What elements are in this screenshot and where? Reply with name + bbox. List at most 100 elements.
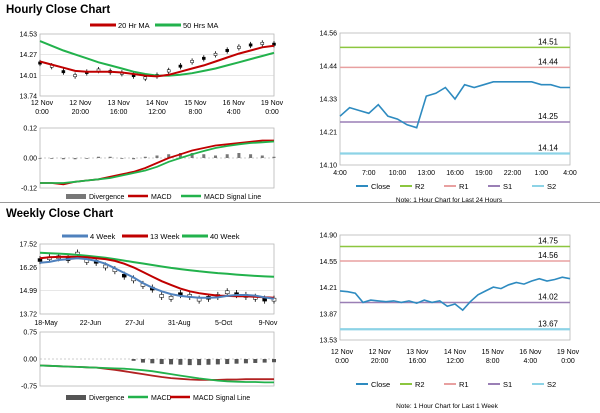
weekly-right-levels: 14.75 14.56 14.02 13.67 xyxy=(340,236,570,331)
candle-body xyxy=(224,290,230,294)
level-label-s1: 14.25 xyxy=(538,112,559,121)
candle-body xyxy=(178,64,183,68)
hourly-right-xtick: 13:00 xyxy=(417,170,435,177)
legend-label-macd: MACD xyxy=(151,194,172,201)
candle-body xyxy=(166,69,171,73)
hourly-right-xtick: 22:00 xyxy=(504,170,522,177)
weekly-right-xtick-top: 19 Nov xyxy=(557,349,580,356)
candle-body xyxy=(85,71,89,74)
weekly-price-lines xyxy=(39,251,275,300)
candle-body xyxy=(178,292,183,296)
weekly-xtick: 9-Nov xyxy=(259,320,278,327)
candle-body xyxy=(84,259,90,263)
hourly-right-xticks: 4:00 7:00 10:00 13:00 16:00 19:00 22:00 1:00 4:0… xyxy=(333,170,577,177)
divergence-bar xyxy=(225,359,230,365)
weekly-right-xtick-top: 13 Nov xyxy=(406,349,429,356)
candle-body xyxy=(38,61,42,65)
level-label-r1: 14.56 xyxy=(538,251,559,260)
weekly-right-xtick-bottom: 8:00 xyxy=(486,358,500,365)
hourly-macd-ytick-1: 0.00 xyxy=(23,156,37,163)
hourly-macd-frame xyxy=(39,127,275,189)
divergence-bar xyxy=(61,158,65,160)
candle-body xyxy=(190,60,194,63)
weekly-price-grid xyxy=(40,267,274,291)
candle-body xyxy=(271,297,277,302)
divergence-bar xyxy=(167,154,171,158)
hourly-macd-legend: Divergence MACD MACD Signal Line xyxy=(66,194,261,201)
candle-body xyxy=(61,70,66,74)
hr-ytick-3: 14.21 xyxy=(319,130,337,137)
legend-label-macd-signal: MACD Signal Line xyxy=(193,395,250,402)
weekly-right-xtick-bottom: 4:00 xyxy=(524,358,538,365)
legend-label-macd-signal: MACD Signal Line xyxy=(204,194,261,201)
candle-body xyxy=(73,74,77,78)
weekly-right-xtick-top: 16 Nov xyxy=(519,349,542,356)
series-4week xyxy=(39,257,275,300)
hourly-right-xtick: 10:00 xyxy=(389,170,407,177)
candle-body xyxy=(65,257,71,261)
weekly-xtick: 22-Jun xyxy=(80,320,102,327)
hourly-xtick-top: 14 Nov xyxy=(146,100,169,107)
series-macd-signal xyxy=(40,140,275,184)
legend-swatch-divergence xyxy=(66,194,86,199)
level-label-s2: 14.14 xyxy=(538,144,559,153)
candle-body xyxy=(168,296,174,300)
hr-ytick-4: 14.10 xyxy=(319,163,337,170)
wr-ytick-1: 14.55 xyxy=(319,259,337,266)
weekly-macd-legend: Divergence MACD MACD Signal Line xyxy=(66,395,250,402)
weekly-right-legend: Close R2 R1 S1 S2 xyxy=(356,380,556,389)
weekly-price-ytick-1: 16.26 xyxy=(19,265,37,272)
divergence-bar xyxy=(234,359,239,364)
candle-body xyxy=(155,74,159,78)
candle-body xyxy=(112,268,118,272)
hourly-xtick-top: 19 Nov xyxy=(261,100,284,107)
weekly-right-frame xyxy=(339,234,571,341)
candle-body xyxy=(49,64,54,68)
divergence-bar xyxy=(132,158,136,160)
divergence-bar xyxy=(197,359,202,366)
series-macd-signal xyxy=(39,364,274,384)
hourly-macd-lines xyxy=(40,139,275,186)
candle-body xyxy=(47,256,52,260)
divergence-bar xyxy=(187,359,192,366)
candle-body xyxy=(131,74,136,78)
hr-ytick-1: 14.44 xyxy=(319,64,337,71)
hourly-xtick-top: 15 Nov xyxy=(184,100,207,107)
hourly-right-legend: Close R2 R1 S1 S2 xyxy=(356,182,556,191)
weekly-price-candles xyxy=(37,249,277,304)
legend-swatch-divergence xyxy=(66,395,86,400)
weekly-xtick: 5-Oct xyxy=(215,320,232,327)
divergence-bar xyxy=(178,153,182,158)
candle-body xyxy=(56,255,61,259)
candle-body xyxy=(143,76,148,80)
weekly-price-legend: 4 Week 13 Week 40 Week xyxy=(62,232,240,241)
divergence-bar xyxy=(260,155,264,158)
weekly-macd-yticks: 0.75 0.00 -0.75 xyxy=(21,330,37,391)
weekly-right-xtick-top: 12 Nov xyxy=(369,349,392,356)
candle-body xyxy=(202,56,206,60)
legend-label-close: Close xyxy=(371,380,390,389)
hourly-price-ytick-1: 14.27 xyxy=(19,52,37,59)
divergence-bar xyxy=(249,154,253,158)
series-close xyxy=(339,276,571,312)
legend-label-r1: R1 xyxy=(459,182,469,191)
divergence-bar xyxy=(253,359,258,363)
candle-body xyxy=(187,294,193,298)
legend-label-r2: R2 xyxy=(415,182,425,191)
candle-body xyxy=(120,71,124,75)
candle-body xyxy=(96,68,101,72)
legend-label-13week: 13 Week xyxy=(150,232,180,241)
weekly-right-xtick-bottom: 0:00 xyxy=(335,358,349,365)
hourly-xtick-bottom: 0:00 xyxy=(265,109,279,116)
weekly-xtick: 27-Jul xyxy=(125,320,145,327)
series-macd xyxy=(40,139,274,186)
hourly-price-ytick-3: 13.74 xyxy=(19,94,37,101)
hourly-right-xtick: 16:00 xyxy=(446,170,464,177)
legend-label-macd: MACD xyxy=(151,395,172,402)
hourly-xtick-bottom: 12:00 xyxy=(148,109,166,116)
divergence-bar xyxy=(159,359,164,365)
divergence-bar xyxy=(272,359,276,363)
hourly-xtick-top: 13 Nov xyxy=(108,100,131,107)
candle-body xyxy=(75,251,80,256)
hourly-xtick-top: 12 Nov xyxy=(31,100,54,107)
